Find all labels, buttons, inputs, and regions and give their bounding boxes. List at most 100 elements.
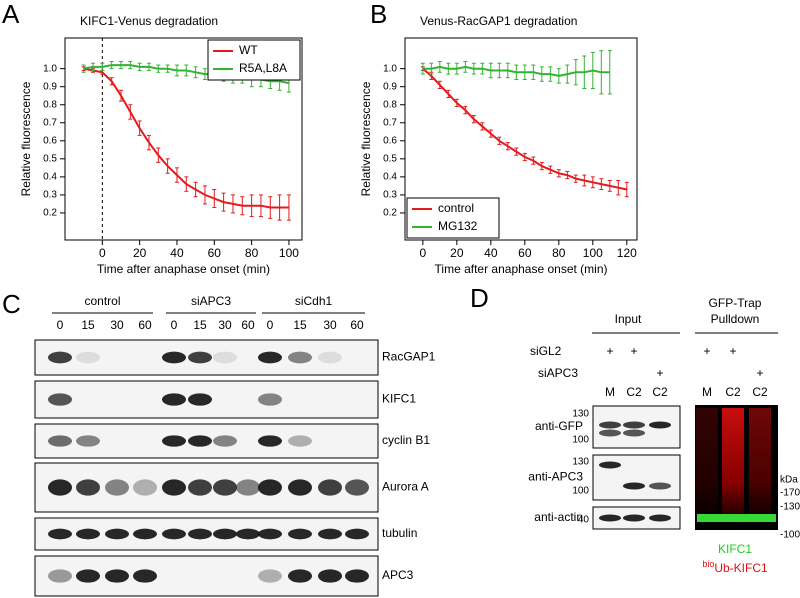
error-bar [90, 62, 95, 71]
error-bar [590, 176, 595, 189]
group-label: control [84, 294, 120, 308]
error-bar [230, 194, 235, 214]
key-text: Ub-KIFC1 [714, 561, 768, 575]
error-bar [286, 194, 291, 221]
band [345, 569, 369, 583]
y-tick-label: 0.3 [383, 190, 397, 201]
error-bar [240, 196, 245, 216]
x-tick-label: 20 [133, 246, 147, 260]
mw-marker: 100 [572, 435, 589, 446]
error-bar [174, 167, 179, 183]
group-label: siAPC3 [191, 294, 231, 308]
error-bar [556, 68, 561, 84]
error-bar [118, 60, 123, 70]
error-bar [514, 147, 519, 156]
lane-label: 15 [193, 318, 207, 332]
error-bar [505, 62, 510, 79]
band [76, 435, 100, 447]
panel-label: B [370, 0, 387, 29]
error-bar [156, 64, 161, 73]
panel-label: C [2, 289, 21, 319]
error-bar [548, 66, 553, 82]
blot-label: anti-actin [534, 510, 583, 524]
error-bar [184, 64, 189, 77]
error-bar [514, 64, 519, 80]
plus-mark: + [630, 344, 637, 358]
band [258, 569, 282, 583]
band [76, 569, 100, 583]
y-axis-label: Relative fluorescence [19, 81, 33, 196]
legend-label: control [438, 201, 474, 215]
error-bar [573, 174, 578, 183]
error-bar [471, 115, 476, 124]
error-bar [497, 62, 502, 79]
band [105, 528, 129, 540]
lane-label: 0 [57, 318, 64, 332]
band [345, 479, 369, 496]
error-bar [249, 194, 254, 218]
y-tick-label: 1.0 [383, 63, 397, 74]
y-tick-label: 0.3 [43, 190, 57, 201]
error-bar [616, 179, 621, 196]
error-bar [258, 194, 263, 218]
band [318, 569, 342, 583]
treatment-label: siAPC3 [538, 366, 578, 380]
lane-label: C2 [725, 385, 741, 399]
y-tick-label: 0.5 [383, 153, 397, 164]
error-bar [488, 62, 493, 79]
y-axis-label: Relative fluorescence [359, 81, 373, 196]
x-tick-label: 100 [583, 246, 603, 260]
band [258, 479, 282, 496]
band [288, 569, 312, 583]
error-bar [565, 170, 570, 180]
error-bar [221, 192, 226, 212]
row-label: tubulin [382, 526, 417, 540]
band [258, 393, 282, 406]
ub-smear [696, 408, 718, 516]
legend-box [207, 39, 301, 81]
group-label: siCdh1 [295, 294, 333, 308]
band [213, 435, 237, 447]
error-bar [420, 62, 425, 75]
error-bar [590, 51, 595, 89]
row-label: RacGAP1 [382, 350, 436, 364]
lane-label: C2 [652, 385, 668, 399]
lane-label: 15 [293, 318, 307, 332]
mw-marker: 130 [572, 409, 589, 420]
plus-mark: + [656, 366, 663, 380]
error-bar [565, 64, 570, 84]
x-tick-label: 40 [484, 246, 498, 260]
y-tick-label: 0.4 [383, 172, 397, 183]
x-tick-label: 60 [518, 246, 532, 260]
lane-label: M [702, 385, 712, 399]
mw-marker: kDa [780, 475, 798, 486]
lane-label: 60 [241, 318, 255, 332]
x-tick-label: 100 [279, 246, 299, 260]
error-bar [268, 196, 273, 219]
lane-label: 0 [267, 318, 274, 332]
error-bar [480, 122, 485, 131]
band [236, 528, 260, 540]
y-tick-label: 0.7 [383, 117, 397, 128]
pulldown-header: GFP-Trap [709, 296, 762, 310]
band [162, 435, 186, 447]
panel-label: D [470, 283, 489, 313]
error-bar [109, 60, 114, 70]
plus-mark: + [606, 344, 613, 358]
lane-label: M [605, 385, 615, 399]
error-bar [471, 62, 476, 75]
band [188, 528, 212, 540]
band [188, 351, 212, 364]
band [649, 421, 671, 429]
band [288, 435, 312, 447]
y-tick-label: 1.0 [43, 63, 57, 74]
band [48, 435, 72, 447]
error-bar [81, 64, 86, 73]
y-tick-label: 0.4 [43, 172, 57, 183]
error-bar [454, 62, 459, 75]
band [76, 528, 100, 540]
x-tick-label: 40 [170, 246, 184, 260]
row-label: KIFC1 [382, 392, 416, 406]
y-tick-label: 0.8 [383, 99, 397, 110]
